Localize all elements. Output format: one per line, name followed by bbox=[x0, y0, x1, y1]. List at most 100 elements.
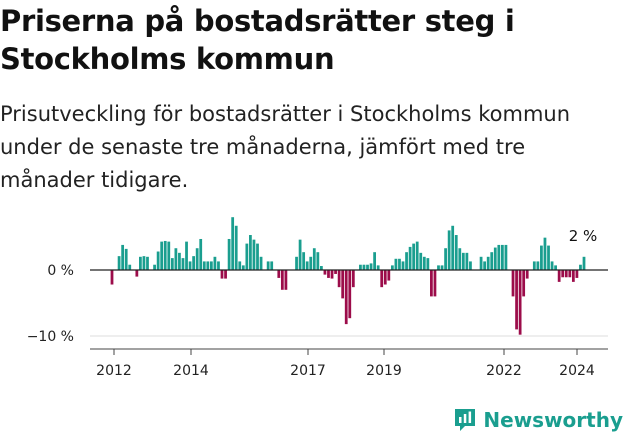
bar-negative bbox=[341, 270, 345, 299]
bar-positive bbox=[252, 239, 256, 270]
bar-positive bbox=[419, 252, 423, 270]
bar-positive bbox=[270, 261, 274, 270]
bar-positive bbox=[202, 261, 206, 270]
bar-positive bbox=[192, 256, 196, 270]
brand-logo: Newsworthy bbox=[453, 407, 623, 433]
bar-positive bbox=[199, 238, 203, 270]
bar-positive bbox=[451, 225, 455, 270]
bar-positive bbox=[309, 256, 313, 270]
bar-positive bbox=[547, 245, 550, 270]
bar-positive bbox=[390, 265, 394, 270]
bar-positive bbox=[465, 252, 469, 270]
bar-negative bbox=[430, 270, 433, 297]
bar-positive bbox=[206, 261, 210, 270]
bar-positive bbox=[256, 243, 259, 270]
x-tick-label: 2024 bbox=[559, 363, 595, 379]
bar-positive bbox=[536, 261, 540, 270]
bar-positive bbox=[444, 248, 447, 270]
bar-positive bbox=[259, 256, 263, 270]
chart-title: Priserna på bostadsrätter steg i Stockho… bbox=[0, 4, 515, 76]
bar-negative bbox=[433, 270, 437, 297]
bar-positive bbox=[426, 258, 430, 270]
bar-positive bbox=[312, 248, 316, 270]
bar-negative bbox=[515, 270, 518, 330]
bar-positive bbox=[302, 252, 306, 270]
bar-positive bbox=[167, 241, 171, 270]
bar-negative bbox=[135, 270, 139, 277]
bar-positive bbox=[486, 256, 490, 270]
bar-negative bbox=[561, 270, 565, 278]
bar-negative bbox=[383, 270, 387, 285]
bar-positive bbox=[209, 261, 213, 270]
bar-positive bbox=[437, 265, 440, 270]
bar-positive bbox=[497, 244, 501, 270]
bar-negative bbox=[568, 270, 572, 278]
bar-positive bbox=[458, 248, 462, 270]
bar-positive bbox=[160, 241, 164, 270]
bar-positive bbox=[298, 239, 302, 270]
bar-positive bbox=[121, 244, 125, 270]
bar-positive bbox=[320, 266, 323, 270]
bar-positive bbox=[234, 225, 238, 270]
bar-positive bbox=[394, 258, 398, 270]
bar-positive bbox=[461, 252, 465, 270]
bar-positive bbox=[398, 258, 401, 270]
bar-positive bbox=[124, 248, 128, 270]
bar-positive bbox=[540, 245, 543, 270]
bar-negative bbox=[564, 270, 568, 278]
bar-positive bbox=[195, 248, 199, 270]
bar-positive bbox=[362, 264, 366, 270]
bar-positive bbox=[401, 261, 405, 270]
bar-negative bbox=[557, 270, 561, 282]
bar-positive bbox=[139, 256, 142, 270]
bar-positive bbox=[245, 243, 249, 270]
bar-negative bbox=[575, 270, 579, 278]
bar-positive bbox=[543, 237, 547, 270]
newsworthy-icon bbox=[455, 409, 476, 431]
x-tick-label: 2019 bbox=[366, 363, 402, 379]
bar-negative bbox=[337, 270, 341, 288]
bar-positive bbox=[153, 264, 156, 270]
bar-positive bbox=[227, 238, 231, 270]
bar-positive bbox=[454, 235, 458, 270]
bar-negative bbox=[351, 270, 355, 288]
bar-negative bbox=[518, 270, 522, 335]
x-tick-label: 2022 bbox=[486, 363, 522, 379]
bar-negative bbox=[348, 270, 352, 319]
bar-positive bbox=[142, 256, 146, 270]
bar-positive bbox=[469, 261, 472, 270]
bar-positive bbox=[532, 261, 536, 270]
bar-positive bbox=[249, 235, 252, 270]
y-tick-label: 0 % bbox=[47, 263, 74, 279]
bar-negative bbox=[380, 270, 384, 288]
bar-positive bbox=[579, 264, 582, 270]
bar-negative bbox=[277, 270, 281, 278]
bar-positive bbox=[295, 256, 298, 270]
bar-positive bbox=[231, 217, 235, 270]
bar-negative bbox=[571, 270, 575, 282]
bar-negative bbox=[330, 270, 334, 279]
bar-positive bbox=[188, 261, 192, 270]
bar-negative bbox=[511, 270, 515, 297]
bar-negative bbox=[387, 270, 391, 281]
last-value-annotation: 2 % bbox=[569, 227, 598, 245]
bar-positive bbox=[447, 230, 451, 270]
bar-positive bbox=[483, 261, 487, 270]
bar-negative bbox=[224, 270, 227, 279]
bar-positive bbox=[405, 252, 408, 270]
bar-positive bbox=[490, 252, 494, 270]
bar-positive bbox=[554, 265, 557, 270]
bar-positive bbox=[412, 243, 416, 270]
bar-positive bbox=[238, 261, 242, 270]
bar-positive bbox=[170, 258, 174, 270]
bar-negative bbox=[284, 270, 288, 290]
bar-negative bbox=[522, 270, 526, 297]
bar-negative bbox=[525, 270, 529, 279]
bar-positive bbox=[422, 256, 426, 270]
bar-positive bbox=[178, 252, 181, 270]
bar-positive bbox=[316, 252, 320, 270]
bar-positive bbox=[128, 264, 132, 270]
bar-positive bbox=[117, 256, 121, 270]
bar-negative bbox=[280, 270, 284, 290]
bar-positive bbox=[146, 256, 149, 270]
